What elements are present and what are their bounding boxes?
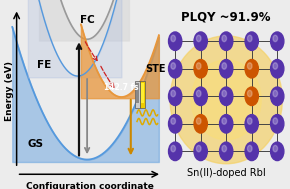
- Circle shape: [222, 63, 226, 69]
- Circle shape: [171, 63, 175, 69]
- Circle shape: [194, 60, 207, 78]
- Ellipse shape: [191, 60, 261, 140]
- Text: FE: FE: [37, 60, 51, 70]
- Circle shape: [220, 60, 233, 78]
- Circle shape: [196, 145, 201, 152]
- Circle shape: [245, 142, 258, 161]
- Circle shape: [220, 142, 233, 161]
- Circle shape: [273, 63, 278, 69]
- Text: Energy (eV): Energy (eV): [5, 61, 14, 121]
- Circle shape: [196, 35, 201, 42]
- Circle shape: [271, 32, 284, 50]
- Circle shape: [273, 35, 278, 42]
- Circle shape: [245, 60, 258, 78]
- Circle shape: [220, 115, 233, 133]
- Circle shape: [271, 60, 284, 78]
- Circle shape: [168, 142, 182, 161]
- Circle shape: [168, 115, 182, 133]
- Circle shape: [222, 35, 226, 42]
- Circle shape: [247, 118, 252, 124]
- Circle shape: [273, 145, 278, 152]
- Circle shape: [247, 145, 252, 152]
- Text: STE: STE: [145, 64, 166, 74]
- Circle shape: [171, 118, 175, 124]
- Ellipse shape: [170, 36, 282, 164]
- Circle shape: [273, 90, 278, 97]
- Circle shape: [194, 32, 207, 50]
- Circle shape: [220, 87, 233, 105]
- Circle shape: [222, 118, 226, 124]
- Circle shape: [196, 118, 201, 124]
- Text: 142.7 fs: 142.7 fs: [104, 83, 139, 92]
- Circle shape: [245, 115, 258, 133]
- Circle shape: [171, 35, 175, 42]
- Bar: [141, 84, 144, 103]
- Circle shape: [196, 90, 201, 97]
- Circle shape: [220, 32, 233, 50]
- Circle shape: [196, 63, 201, 69]
- Circle shape: [222, 145, 226, 152]
- Circle shape: [168, 60, 182, 78]
- Circle shape: [245, 32, 258, 50]
- Circle shape: [194, 87, 207, 105]
- Circle shape: [171, 90, 175, 97]
- Circle shape: [171, 145, 175, 152]
- Circle shape: [222, 90, 226, 97]
- Text: Configuration coordinate: Configuration coordinate: [26, 182, 154, 189]
- Bar: [135, 81, 140, 108]
- Circle shape: [271, 115, 284, 133]
- Circle shape: [194, 115, 207, 133]
- Circle shape: [194, 142, 207, 161]
- Circle shape: [168, 32, 182, 50]
- Circle shape: [271, 142, 284, 161]
- Text: GS: GS: [28, 139, 44, 149]
- Circle shape: [245, 87, 258, 105]
- Circle shape: [247, 90, 252, 97]
- Circle shape: [271, 87, 284, 105]
- Text: FC: FC: [80, 15, 95, 25]
- Circle shape: [273, 118, 278, 124]
- Circle shape: [247, 63, 252, 69]
- Circle shape: [247, 35, 252, 42]
- Text: PLQY ~91.9%: PLQY ~91.9%: [182, 10, 271, 23]
- Bar: [140, 81, 145, 108]
- Circle shape: [168, 87, 182, 105]
- Text: Sn(II)-doped RbI: Sn(II)-doped RbI: [187, 168, 266, 178]
- Bar: [136, 84, 139, 103]
